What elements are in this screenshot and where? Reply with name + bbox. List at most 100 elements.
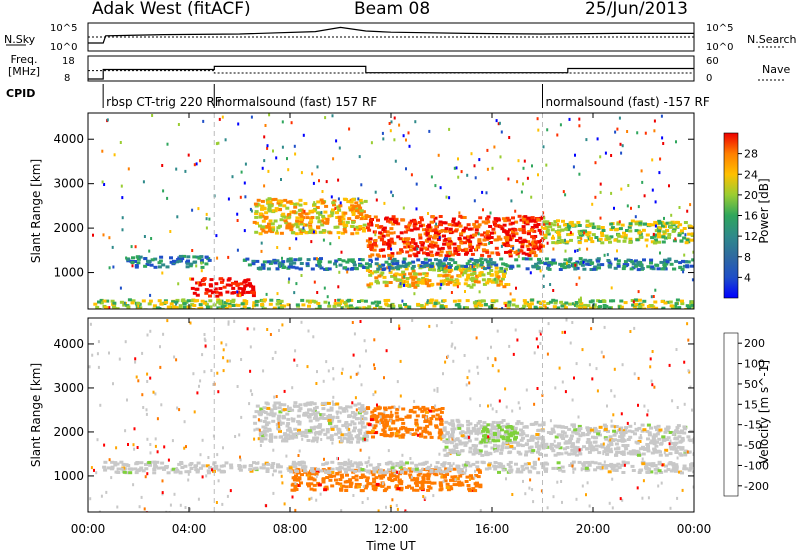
heatmap-cell: [474, 260, 479, 264]
heatmap-cell: [535, 337, 538, 341]
heatmap-cell: [572, 165, 575, 169]
heatmap-cell: [621, 429, 626, 433]
heatmap-cell: [669, 447, 674, 451]
heatmap-cell: [329, 434, 334, 438]
heatmap-cell: [425, 247, 430, 251]
heatmap-cell: [261, 425, 266, 429]
heatmap-cell: [274, 231, 279, 235]
heatmap-cell: [409, 219, 414, 223]
heatmap-cell: [338, 263, 343, 267]
heatmap-cell: [516, 443, 521, 447]
heatmap-cell: [519, 428, 523, 432]
heatmap-cell: [205, 305, 210, 309]
heatmap-cell: [533, 250, 536, 254]
heatmap-cell: [640, 264, 643, 268]
heatmap-cell: [143, 235, 146, 238]
heatmap-cell: [338, 465, 343, 469]
heatmap-cell: [177, 123, 180, 126]
heatmap-cell: [340, 231, 345, 235]
heatmap-cell: [537, 240, 541, 244]
heatmap-cell: [492, 464, 497, 468]
heatmap-cell: [272, 412, 277, 416]
heatmap-cell: [382, 280, 387, 284]
heatmap-cell: [692, 485, 694, 489]
heatmap-cell: [425, 231, 430, 235]
heatmap-cell: [630, 260, 635, 264]
heatmap-cell: [278, 465, 283, 469]
heatmap-cell: [288, 466, 293, 470]
heatmap-cell: [466, 238, 471, 242]
heatmap-cell: [252, 301, 257, 305]
heatmap-cell: [453, 475, 458, 479]
heatmap-cell: [513, 250, 518, 254]
heatmap-cell: [476, 302, 481, 306]
heatmap-cell: [459, 481, 464, 485]
heatmap-cell: [674, 436, 678, 440]
heatmap-cell: [530, 298, 535, 302]
heatmap-cell: [405, 167, 407, 171]
heatmap-cell: [140, 495, 143, 499]
heatmap-cell: [618, 227, 623, 231]
heatmap-cell: [381, 248, 386, 252]
heatmap-cell: [626, 130, 629, 133]
heatmap-cell: [576, 432, 581, 436]
heatmap-cell: [515, 441, 520, 445]
heatmap-cell: [150, 258, 155, 262]
heatmap-cell: [302, 226, 305, 230]
heatmap-cell: [361, 425, 366, 429]
heatmap-cell: [153, 465, 158, 469]
heatmap-cell: [458, 474, 463, 478]
heatmap-cell: [272, 404, 277, 408]
heatmap-cell: [328, 478, 333, 482]
heatmap-cell: [376, 467, 378, 471]
heatmap-cell: [360, 416, 365, 420]
heatmap-cell: [507, 438, 512, 442]
heatmap-cell: [231, 298, 236, 302]
heatmap-cell: [453, 222, 458, 226]
heatmap-cell: [531, 236, 536, 240]
heatmap-cell: [343, 422, 348, 426]
heatmap-cell: [367, 285, 372, 289]
heatmap-cell: [373, 367, 376, 370]
heatmap-cell: [317, 220, 322, 224]
heatmap-cell: [373, 407, 378, 411]
heatmap-cell: [607, 306, 612, 309]
heatmap-cell: [530, 195, 533, 199]
heatmap-cell: [428, 299, 433, 303]
heatmap-cell: [255, 461, 260, 465]
heatmap-cell: [310, 216, 315, 219]
heatmap-cell: [405, 226, 410, 230]
heatmap-cell: [343, 230, 348, 234]
heatmap-cell: [474, 424, 478, 427]
heatmap-cell: [282, 265, 287, 269]
heatmap-cell: [254, 299, 259, 303]
heatmap-cell: [497, 122, 500, 126]
heatmap-cell: [421, 477, 426, 481]
heatmap-cell: [441, 470, 446, 474]
heatmap-cell: [253, 421, 258, 425]
heatmap-cell: [522, 166, 525, 170]
heatmap-cell: [330, 415, 335, 419]
heatmap-cell: [335, 139, 338, 143]
heatmap-cell: [190, 303, 195, 307]
heatmap-cell: [266, 260, 271, 264]
heatmap-cell: [568, 438, 572, 442]
heatmap-cell: [378, 265, 383, 268]
heatmap-cell: [299, 214, 304, 218]
heatmap-cell: [292, 478, 297, 482]
heatmap-cell: [464, 463, 469, 467]
heatmap-cell: [379, 433, 384, 436]
heatmap-cell: [657, 437, 662, 441]
heatmap-cell: [505, 232, 510, 236]
heatmap-cell: [585, 219, 590, 223]
heatmap-cell: [323, 210, 328, 214]
heatmap-cell: [680, 436, 685, 440]
heatmap-cell: [399, 282, 402, 286]
heatmap-cell: [508, 283, 511, 286]
heatmap-cell: [260, 227, 265, 231]
heatmap-cell: [384, 424, 389, 428]
heatmap-cell: [604, 151, 607, 155]
heatmap-cell: [321, 216, 326, 220]
heatmap-cell: [544, 469, 548, 473]
heatmap-cell: [153, 462, 158, 466]
